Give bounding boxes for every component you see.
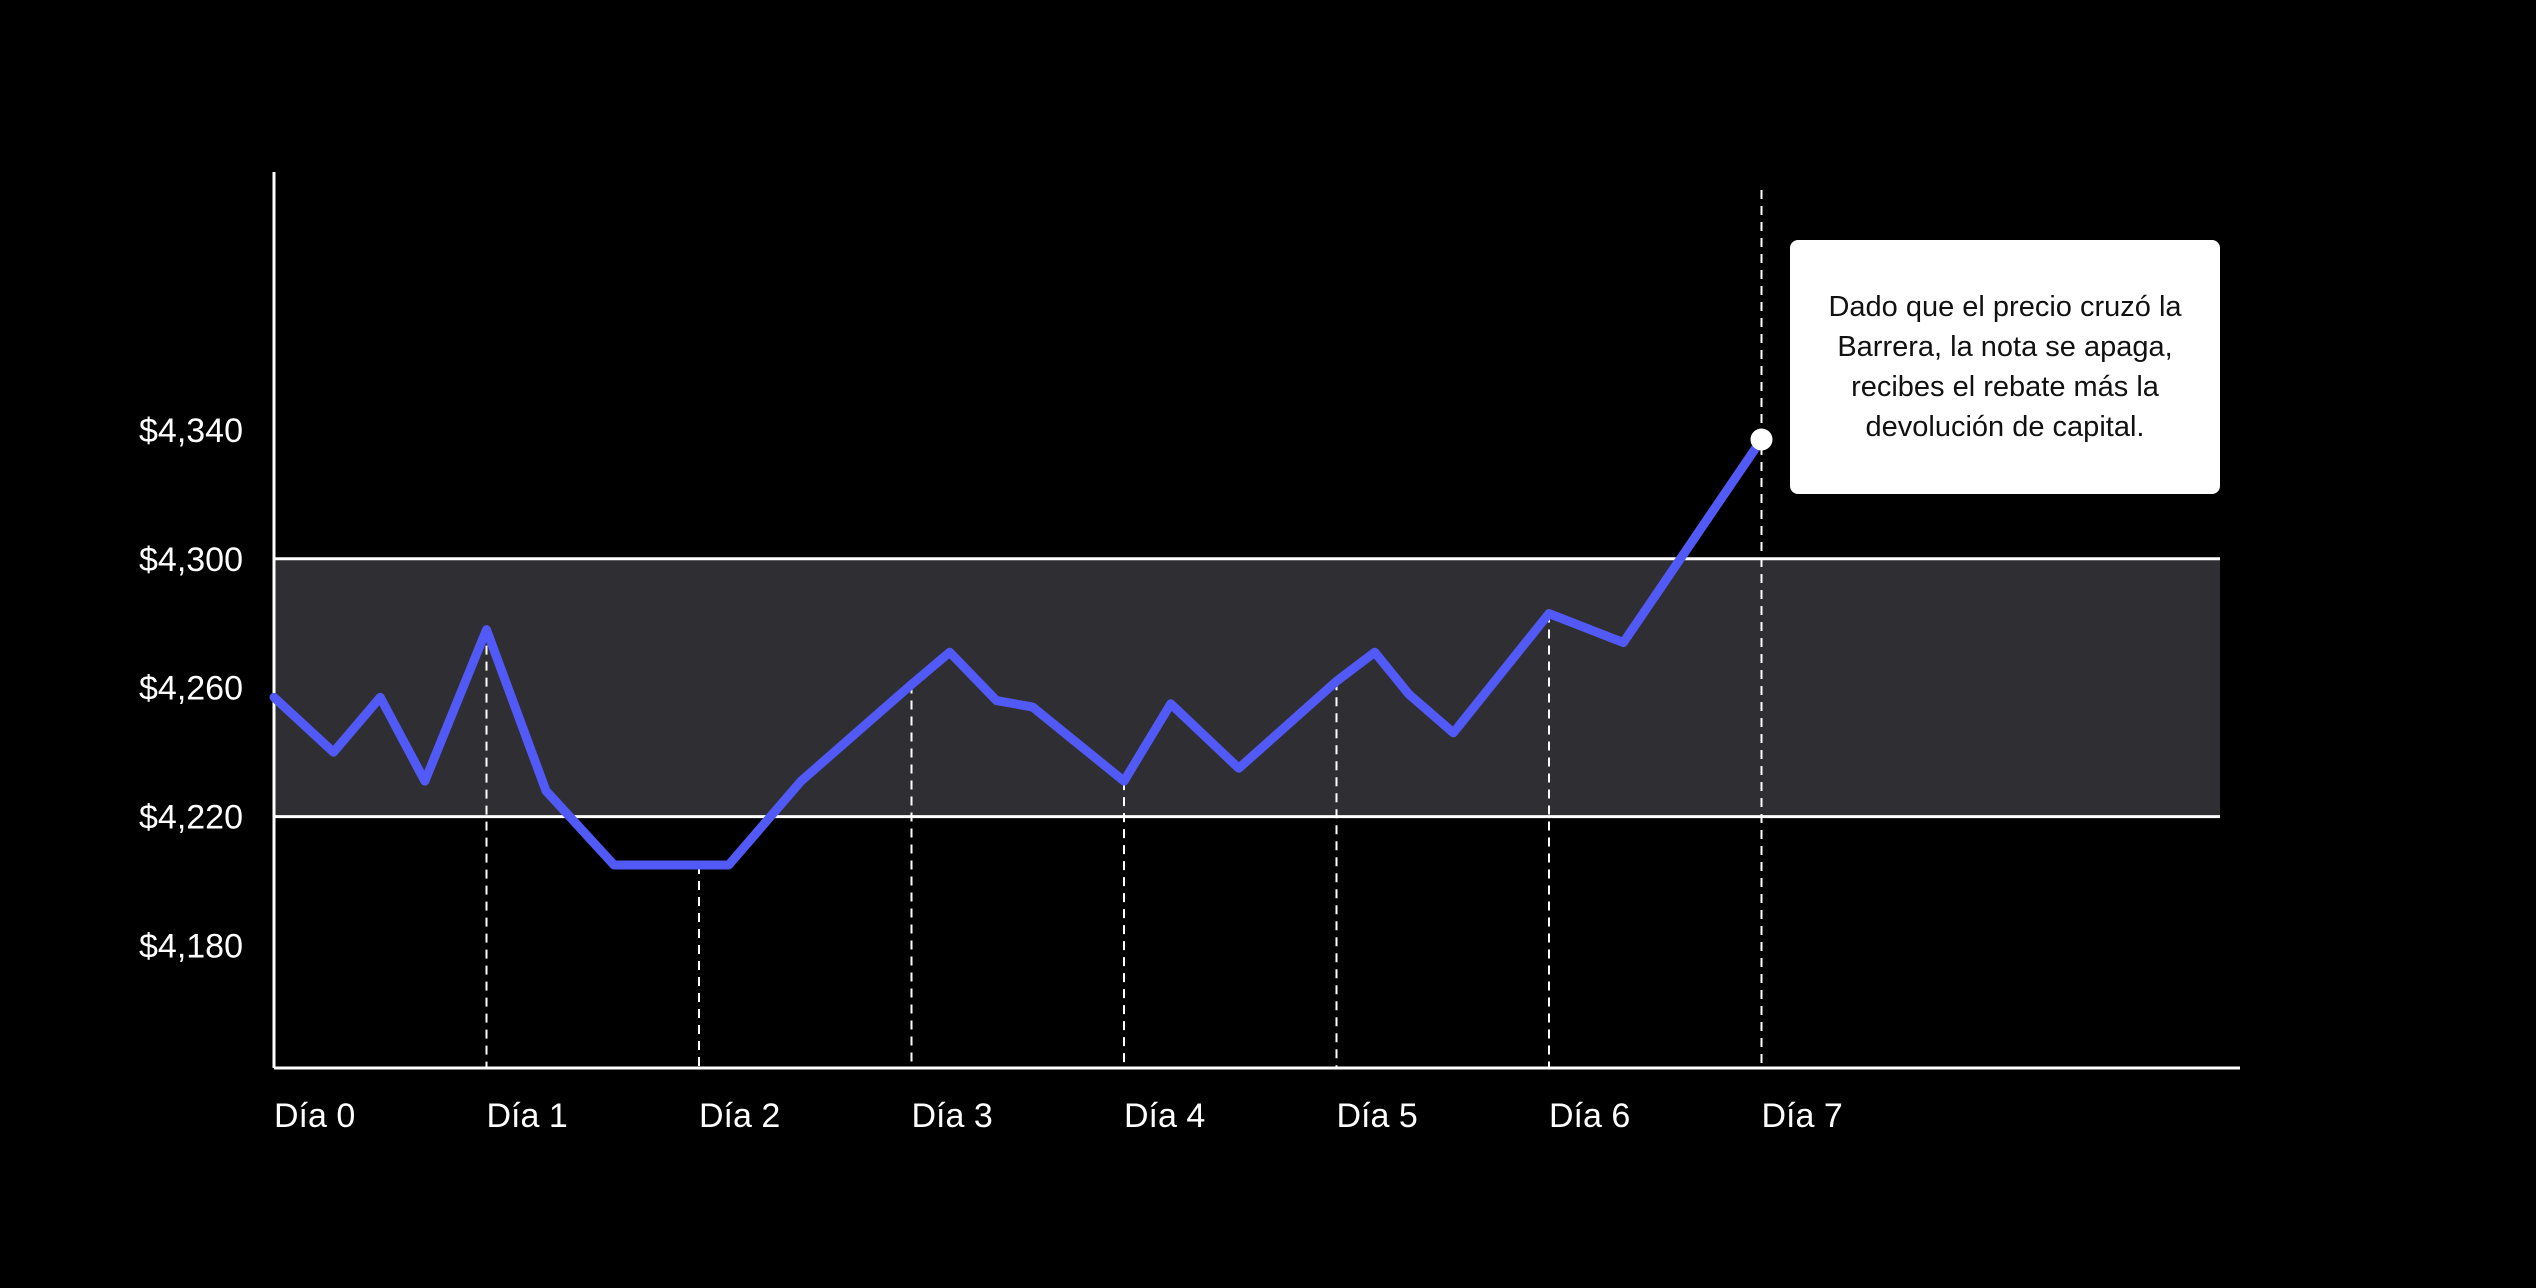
y-tick-label: $4,300	[139, 541, 243, 579]
x-tick-label: Día 5	[1337, 1097, 1418, 1135]
callout-box: Dado que el precio cruzó la Barrera, la …	[1790, 240, 2220, 494]
x-tick-label: Día 0	[274, 1097, 355, 1135]
day-marker-lines	[485, 190, 1763, 1068]
x-tick-label: Día 4	[1124, 1097, 1205, 1135]
callout-text: Dado que el precio cruzó la Barrera, la …	[1828, 291, 2182, 443]
price-series-line	[269, 435, 1766, 870]
x-tick-labels: Día 0 Día 1 Día 2 Día 3 Día 4 Día 5 Día 6 Día 7	[274, 1097, 1843, 1135]
y-tick-label: $4,220	[139, 799, 243, 837]
x-tick-label: Día 2	[699, 1097, 780, 1135]
x-tick-label: Día 6	[1549, 1097, 1630, 1135]
x-tick-label: Día 1	[487, 1097, 568, 1135]
y-tick-labels: $4,180 $4,220 $4,260 $4,300 $4,340	[139, 412, 243, 966]
x-tick-label: Día 7	[1762, 1097, 1843, 1135]
y-tick-label: $4,260	[139, 670, 243, 708]
end-point-marker	[1750, 428, 1773, 451]
y-tick-label: $4,180	[139, 928, 243, 966]
x-tick-label: Día 3	[912, 1097, 993, 1135]
barrier-band	[274, 558, 2220, 817]
y-tick-label: $4,340	[139, 412, 243, 450]
